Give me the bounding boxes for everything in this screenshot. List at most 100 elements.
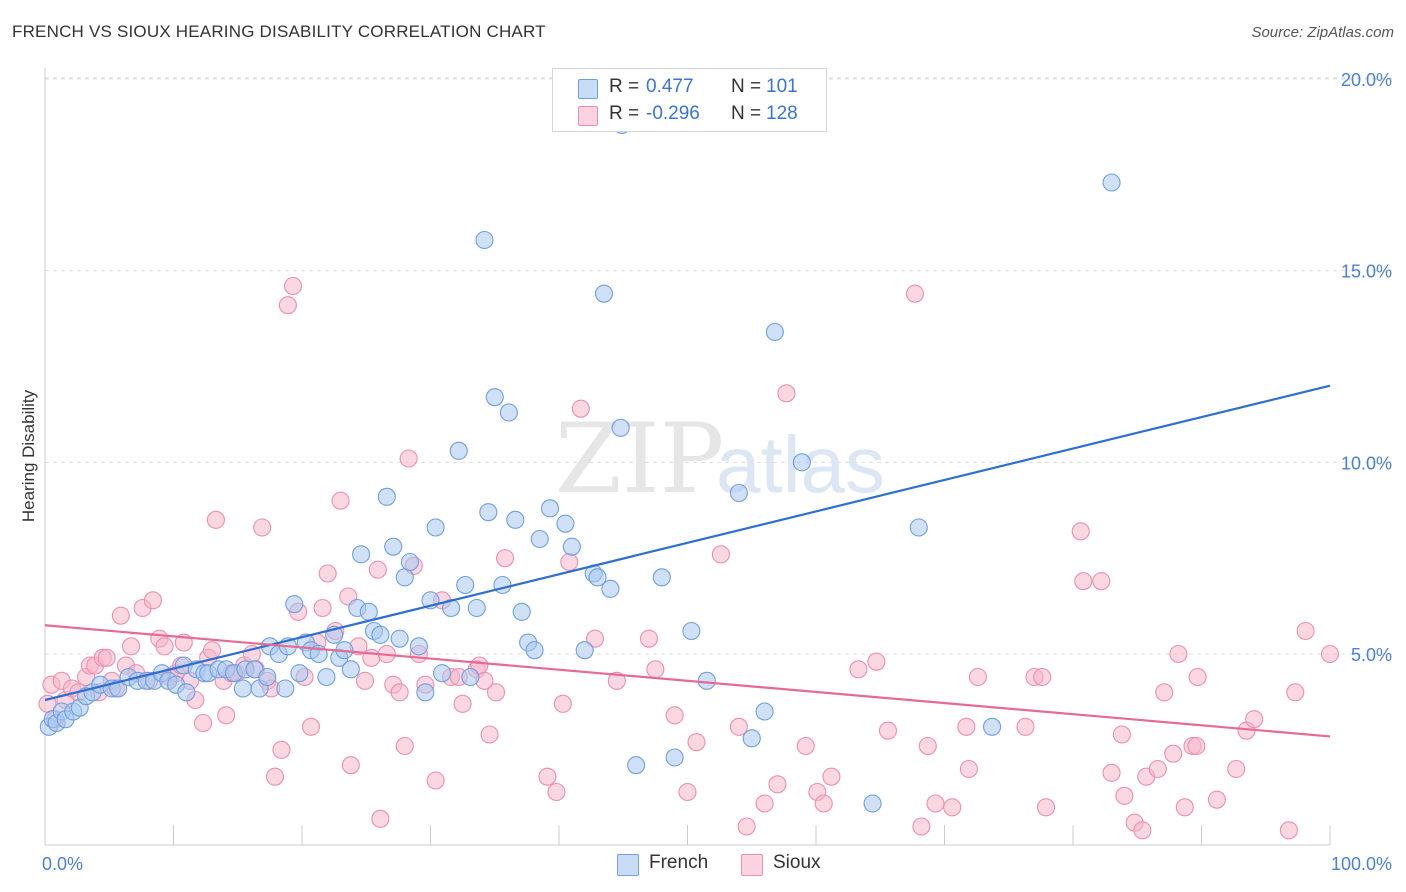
data-point (313, 598, 332, 618)
data-point (585, 629, 605, 648)
data-point (301, 717, 321, 736)
data-point (480, 725, 499, 744)
data-point (1036, 798, 1056, 817)
data-point (433, 664, 452, 683)
data-point (959, 759, 978, 779)
data-point (143, 591, 162, 610)
data-point (588, 568, 607, 587)
watermark-zip: ZIP (555, 403, 724, 515)
data-point (341, 660, 360, 679)
data-point (777, 384, 796, 403)
data-point (453, 694, 472, 713)
data-point (1112, 725, 1131, 744)
data-point (331, 491, 350, 510)
data-point (918, 736, 937, 756)
data-point (1133, 821, 1152, 840)
y-tick-label: 15.0% (1341, 262, 1392, 282)
data-point (755, 794, 774, 813)
data-point (530, 529, 549, 549)
data-point (796, 736, 815, 756)
data-point (111, 606, 130, 625)
data-point (737, 817, 756, 836)
data-point (217, 706, 236, 725)
x-tick-label: 0.0% (42, 854, 83, 874)
data-point (426, 771, 445, 790)
data-point (456, 575, 475, 595)
legend-swatch-sioux (578, 106, 598, 126)
data-point (371, 625, 390, 644)
data-point (499, 403, 518, 422)
data-point (755, 702, 774, 721)
data-point (1175, 798, 1194, 817)
data-point (1102, 173, 1121, 192)
data-point (368, 560, 387, 579)
legend-swatch-sioux (741, 854, 763, 876)
data-point (611, 418, 630, 437)
data-point (1245, 710, 1264, 729)
data-point (233, 679, 252, 698)
data-point (665, 706, 684, 725)
data-point (556, 514, 575, 533)
watermark: ZIP atlas (555, 403, 885, 515)
data-point (601, 579, 620, 598)
data-point (155, 637, 174, 656)
data-point (290, 664, 309, 683)
data-point (395, 568, 414, 587)
data-point (867, 652, 886, 671)
legend-label-french: French (649, 852, 709, 873)
source-label: Source: ZipAtlas.com (1251, 24, 1394, 41)
series-sioux (38, 276, 1340, 840)
data-point (399, 449, 418, 468)
data-point (1148, 759, 1167, 779)
data-point (607, 671, 626, 690)
data-point (982, 717, 1002, 736)
data-point (594, 284, 614, 303)
data-point (957, 717, 976, 736)
data-point (905, 284, 924, 303)
legend-swatch-french (617, 854, 639, 876)
legend-row-sioux: R = -0.296 N = 128 (553, 100, 826, 128)
legend-n-value: 101 (766, 76, 798, 97)
data-point (416, 683, 435, 702)
data-point (341, 756, 360, 775)
data-point (540, 499, 560, 518)
data-point (729, 483, 748, 503)
data-point (461, 667, 480, 687)
data-point (665, 748, 684, 767)
legend-r-value: 0.477 (646, 76, 694, 97)
data-point (765, 322, 784, 342)
trend-line-french (44, 384, 1331, 702)
data-point (697, 671, 716, 690)
data-point (467, 598, 486, 618)
data-point (400, 552, 419, 572)
data-point (909, 518, 928, 537)
data-point (1155, 683, 1174, 702)
legend-n-value: 128 (766, 103, 798, 124)
data-point (97, 648, 116, 667)
data-point (384, 537, 403, 556)
data-point (1279, 821, 1298, 840)
data-point (390, 629, 409, 648)
legend-r-value: -0.296 (646, 103, 700, 124)
data-point (792, 453, 811, 472)
data-point (390, 683, 409, 702)
legend-row-french: R = 0.477 N = 101 (553, 73, 826, 101)
data-point (768, 775, 787, 794)
data-point (1207, 790, 1226, 809)
legend-label-sioux: Sioux (773, 852, 821, 873)
data-point (371, 809, 390, 828)
y-tick-label: 10.0% (1341, 453, 1392, 473)
data-point (562, 537, 581, 556)
data-point (1102, 763, 1121, 782)
data-point (547, 782, 566, 802)
data-point (538, 767, 557, 786)
data-point (506, 510, 525, 529)
data-point (1296, 621, 1315, 641)
data-point (283, 276, 303, 296)
data-points (38, 115, 1340, 840)
data-point (409, 637, 428, 656)
data-point (863, 794, 882, 813)
chart-title: FRENCH VS SIOUX HEARING DISABILITY CORRE… (12, 22, 546, 41)
data-point (687, 733, 706, 752)
data-point (525, 641, 544, 660)
